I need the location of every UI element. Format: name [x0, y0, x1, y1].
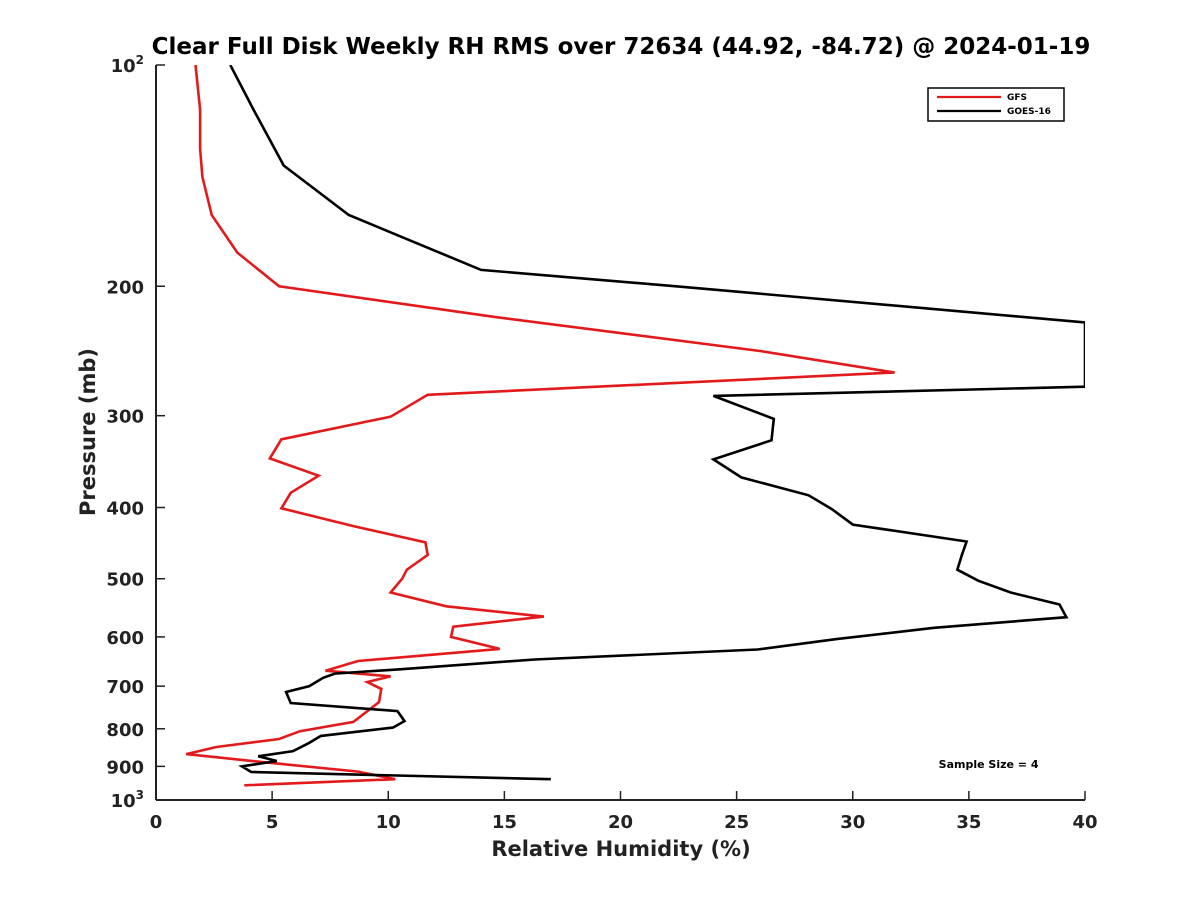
y-tick-label-base: 10 — [111, 56, 136, 77]
y-tick-label: 103 — [111, 788, 144, 812]
series-line-gfs — [185, 65, 895, 787]
x-tick-label: 10 — [376, 812, 401, 833]
x-tick-label: 0 — [150, 812, 163, 833]
y-axis-label: Pressure (mb) — [76, 348, 100, 516]
x-tick-label: 35 — [956, 812, 981, 833]
y-tick-label-exponent: 2 — [136, 53, 144, 67]
series-lines — [185, 65, 1085, 787]
x-tick-label: 5 — [266, 812, 279, 833]
y-tick-label: 700 — [106, 677, 144, 698]
series-line-goes-16 — [229, 65, 1085, 781]
y-tick-label: 300 — [106, 407, 144, 428]
x-tick-label: 30 — [840, 812, 865, 833]
chart-title: Clear Full Disk Weekly RH RMS over 72634… — [152, 34, 1091, 60]
x-axis-label: Relative Humidity (%) — [491, 837, 750, 861]
x-tick-label: 25 — [724, 812, 749, 833]
sample-size-annotation: Sample Size = 4 — [939, 758, 1039, 771]
x-tick-label: 40 — [1072, 812, 1097, 833]
y-tick-label: 102 — [111, 53, 144, 77]
y-tick-label-exponent: 3 — [136, 788, 144, 802]
x-axis-ticks: 0 5 10 15 20 25 30 35 40 — [150, 791, 1098, 833]
legend: GFS GOES-16 — [927, 87, 1065, 122]
y-tick-label: 500 — [106, 570, 144, 591]
y-tick-label: 600 — [106, 628, 144, 649]
y-tick-label: 900 — [106, 757, 144, 778]
x-tick-label: 20 — [608, 812, 633, 833]
y-tick-label-base: 10 — [111, 791, 136, 812]
legend-label-gfs: GFS — [1007, 93, 1027, 103]
legend-box — [927, 87, 1065, 122]
legend-label-goes-16: GOES-16 — [1007, 107, 1051, 117]
y-tick-label: 200 — [106, 277, 144, 298]
y-tick-label: 400 — [106, 499, 144, 520]
y-tick-label: 800 — [106, 720, 144, 741]
x-tick-label: 15 — [492, 812, 517, 833]
